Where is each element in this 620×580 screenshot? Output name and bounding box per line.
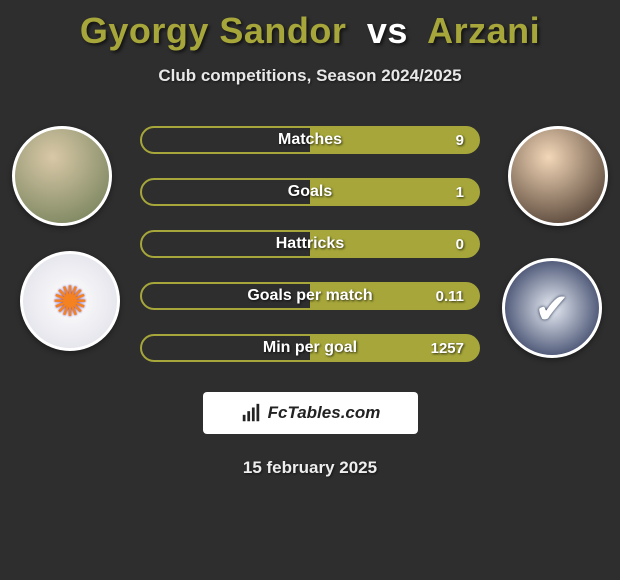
attribution-text: FcTables.com [268, 403, 381, 423]
stat-value: 0 [456, 236, 464, 253]
footer-date: 15 february 2025 [0, 458, 620, 478]
stat-label: Goals per match [247, 287, 372, 305]
stat-bar: Matches 9 [140, 126, 480, 154]
player2-name: Arzani [427, 10, 540, 51]
stat-label: Matches [278, 131, 342, 149]
stat-label: Goals [288, 183, 332, 201]
stat-bar: Hattricks 0 [140, 230, 480, 258]
stat-bar: Goals per match 0.11 [140, 282, 480, 310]
bar-chart-icon [240, 402, 262, 424]
stat-value: 1257 [431, 340, 464, 357]
comparison-subtitle: Club competitions, Season 2024/2025 [0, 66, 620, 86]
comparison-title: Gyorgy Sandor vs Arzani [0, 10, 620, 52]
stat-value: 1 [456, 184, 464, 201]
stat-bar: Goals 1 [140, 178, 480, 206]
stat-bar: Min per goal 1257 [140, 334, 480, 362]
stat-label: Hattricks [276, 235, 344, 253]
stats-list: Matches 9 Goals 1 Hattricks 0 Goals per … [0, 126, 620, 362]
stat-value: 0.11 [436, 288, 464, 305]
attribution-badge: FcTables.com [203, 392, 418, 434]
stat-label: Min per goal [263, 339, 357, 357]
vs-label: vs [367, 10, 408, 51]
stat-value: 9 [456, 132, 464, 149]
player1-name: Gyorgy Sandor [80, 10, 347, 51]
